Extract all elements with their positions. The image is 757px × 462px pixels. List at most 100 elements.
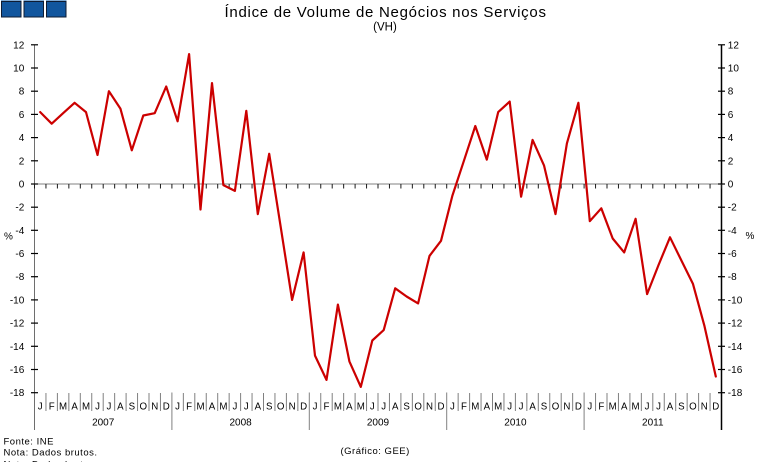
svg-text:S: S xyxy=(266,402,273,413)
svg-text:-6: -6 xyxy=(728,249,737,260)
svg-text:D: D xyxy=(712,402,719,413)
svg-text:A: A xyxy=(529,402,536,413)
svg-text:J: J xyxy=(507,402,512,413)
svg-text:F: F xyxy=(461,402,467,413)
svg-text:O: O xyxy=(140,402,148,413)
svg-text:D: D xyxy=(300,402,307,413)
svg-text:10: 10 xyxy=(728,64,740,75)
svg-text:J: J xyxy=(313,402,318,413)
svg-text:M: M xyxy=(219,402,227,413)
svg-text:-14: -14 xyxy=(728,342,743,353)
svg-text:A: A xyxy=(484,402,491,413)
svg-text:%: % xyxy=(4,231,13,242)
svg-text:0: 0 xyxy=(19,180,25,191)
svg-text:N: N xyxy=(563,402,570,413)
svg-text:S: S xyxy=(678,402,685,413)
svg-text:2011: 2011 xyxy=(642,418,664,429)
svg-text:J: J xyxy=(95,402,100,413)
svg-text:O: O xyxy=(552,402,560,413)
svg-text:A: A xyxy=(346,402,353,413)
svg-text:(VH): (VH) xyxy=(373,22,397,34)
svg-text:%: % xyxy=(746,231,755,242)
svg-text:M: M xyxy=(82,402,90,413)
svg-text:S: S xyxy=(541,402,548,413)
svg-text:A: A xyxy=(117,402,124,413)
svg-text:J: J xyxy=(587,402,592,413)
svg-text:J: J xyxy=(519,402,524,413)
svg-text:8: 8 xyxy=(19,87,25,98)
svg-text:J: J xyxy=(645,402,650,413)
svg-text:10: 10 xyxy=(13,64,25,75)
svg-text:A: A xyxy=(392,402,399,413)
svg-text:2007: 2007 xyxy=(92,418,115,429)
svg-text:A: A xyxy=(209,402,216,413)
svg-text:-4: -4 xyxy=(15,226,24,237)
svg-text:F: F xyxy=(186,402,192,413)
svg-text:-8: -8 xyxy=(728,272,737,283)
svg-text:M: M xyxy=(59,402,67,413)
svg-text:O: O xyxy=(277,402,285,413)
svg-text:-10: -10 xyxy=(10,295,25,306)
svg-text:-12: -12 xyxy=(10,319,25,330)
svg-text:M: M xyxy=(494,402,502,413)
svg-text:2008: 2008 xyxy=(229,418,252,429)
svg-text:2009: 2009 xyxy=(367,418,390,429)
svg-text:-16: -16 xyxy=(728,365,743,376)
svg-text:J: J xyxy=(370,402,375,413)
svg-text:M: M xyxy=(471,402,479,413)
svg-text:N: N xyxy=(426,402,433,413)
svg-text:N: N xyxy=(701,402,708,413)
svg-text:-2: -2 xyxy=(728,203,737,214)
svg-text:J: J xyxy=(175,402,180,413)
svg-text:0: 0 xyxy=(728,180,734,191)
svg-text:12: 12 xyxy=(728,40,740,51)
svg-text:M: M xyxy=(357,402,365,413)
svg-text:2010: 2010 xyxy=(504,418,527,429)
svg-text:2: 2 xyxy=(19,156,25,167)
svg-text:-8: -8 xyxy=(15,272,24,283)
svg-text:N: N xyxy=(289,402,296,413)
svg-text:A: A xyxy=(621,402,628,413)
svg-text:A: A xyxy=(255,402,262,413)
svg-text:J: J xyxy=(244,402,249,413)
svg-text:-18: -18 xyxy=(728,388,743,399)
svg-text:8: 8 xyxy=(728,87,734,98)
svg-text:A: A xyxy=(667,402,674,413)
svg-text:-18: -18 xyxy=(10,388,25,399)
svg-text:-6: -6 xyxy=(15,249,24,260)
svg-text:-16: -16 xyxy=(10,365,25,376)
svg-text:A: A xyxy=(71,402,78,413)
svg-text:-12: -12 xyxy=(728,319,743,330)
svg-text:-4: -4 xyxy=(728,226,737,237)
svg-text:-10: -10 xyxy=(728,295,743,306)
svg-text:6: 6 xyxy=(19,110,25,121)
svg-text:S: S xyxy=(403,402,410,413)
svg-text:N: N xyxy=(151,402,158,413)
svg-text:F: F xyxy=(49,402,55,413)
svg-text:M: M xyxy=(632,402,640,413)
svg-text:4: 4 xyxy=(728,133,734,144)
svg-text:J: J xyxy=(232,402,237,413)
svg-text:Nota: Dados brutos.: Nota: Dados brutos. xyxy=(4,459,98,462)
svg-text:J: J xyxy=(656,402,661,413)
svg-text:F: F xyxy=(598,402,604,413)
svg-text:M: M xyxy=(609,402,617,413)
svg-text:J: J xyxy=(106,402,111,413)
svg-text:F: F xyxy=(324,402,330,413)
svg-text:J: J xyxy=(450,402,455,413)
svg-text:M: M xyxy=(334,402,342,413)
svg-text:D: D xyxy=(575,402,582,413)
svg-text:6: 6 xyxy=(728,110,734,121)
svg-text:(Gráfico: GEE): (Gráfico: GEE) xyxy=(341,446,410,457)
svg-text:Fonte: INE: Fonte: INE xyxy=(4,437,54,448)
svg-text:-2: -2 xyxy=(15,203,24,214)
svg-text:D: D xyxy=(438,402,445,413)
svg-text:S: S xyxy=(129,402,136,413)
svg-text:M: M xyxy=(196,402,204,413)
svg-text:12: 12 xyxy=(13,40,25,51)
svg-text:J: J xyxy=(381,402,386,413)
svg-text:2: 2 xyxy=(728,156,734,167)
svg-text:O: O xyxy=(414,402,422,413)
svg-text:-14: -14 xyxy=(10,342,25,353)
svg-text:J: J xyxy=(38,402,43,413)
